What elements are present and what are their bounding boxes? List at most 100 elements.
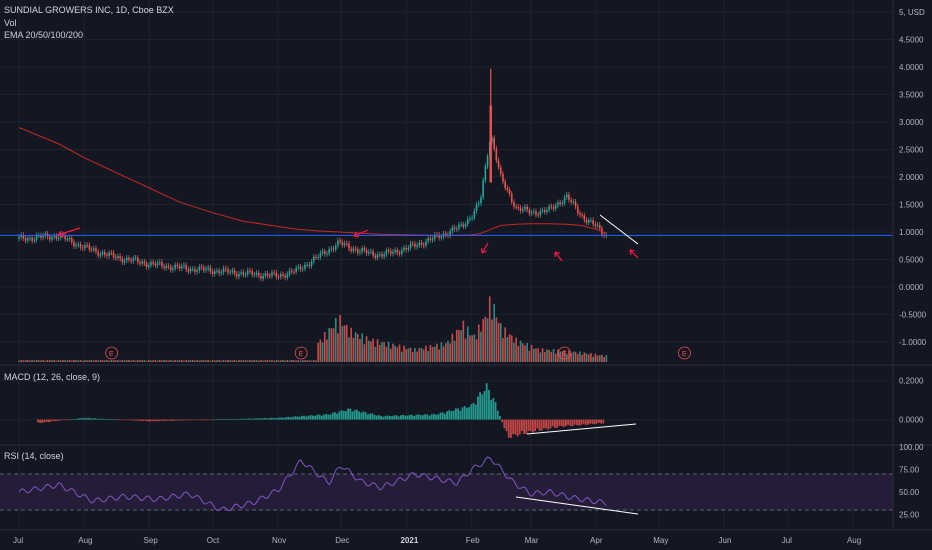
- macd-bar: [600, 419, 603, 424]
- volume-bar: [31, 359, 33, 362]
- candle-body: [249, 270, 251, 272]
- volume-bar: [95, 359, 97, 362]
- macd-bar: [301, 415, 303, 420]
- candle-body: [238, 273, 240, 277]
- candle-body: [271, 272, 273, 276]
- macd-bar: [360, 412, 363, 420]
- volume-bar: [387, 341, 390, 362]
- volume-bar: [268, 360, 271, 362]
- volume-bar: [491, 319, 493, 362]
- volume-bar: [205, 360, 207, 362]
- candle-body: [530, 212, 533, 214]
- macd-bar: [74, 418, 77, 420]
- macd-bar: [272, 417, 275, 420]
- candle-body: [414, 243, 416, 247]
- macd-title[interactable]: MACD (12, 26, close, 9): [4, 372, 101, 382]
- candle-body: [253, 274, 256, 276]
- candle-body: [590, 220, 592, 222]
- candle-body: [31, 237, 33, 241]
- candle-body: [290, 270, 293, 272]
- candle-body: [568, 194, 570, 200]
- price-tick-label: 3.5000: [899, 91, 924, 100]
- volume-bar: [447, 340, 449, 362]
- volume-bar: [40, 360, 42, 362]
- symbol-legend[interactable]: SUNDIAL GROWERS INC, 1D, Cboe BZX: [4, 5, 174, 15]
- volume-bar: [150, 360, 152, 362]
- candle-body: [400, 249, 403, 255]
- volume-bar: [528, 350, 531, 362]
- candle-body: [497, 160, 500, 168]
- macd-bar: [197, 419, 200, 421]
- candle-body: [453, 227, 456, 229]
- candle-body: [26, 238, 29, 241]
- candle-body: [152, 262, 154, 264]
- macd-bar: [380, 415, 383, 420]
- macd-bar: [345, 411, 347, 420]
- macd-bar: [52, 419, 55, 421]
- volume-bar: [319, 339, 322, 362]
- candle-body: [205, 268, 207, 271]
- candle-body: [213, 271, 216, 274]
- volume-bar: [110, 359, 113, 362]
- volume-bar: [238, 359, 240, 362]
- candle-body: [121, 258, 124, 263]
- volume-bar: [235, 360, 238, 362]
- volume-bar: [24, 360, 27, 362]
- vol-legend[interactable]: Vol: [4, 18, 17, 28]
- candle-body: [405, 247, 407, 250]
- candle-body: [433, 234, 436, 239]
- macd-bar: [180, 419, 182, 421]
- macd-bar: [582, 419, 585, 424]
- macd-bar: [532, 419, 534, 433]
- candle-body: [493, 138, 495, 149]
- macd-bar: [565, 419, 567, 427]
- candle-body: [387, 250, 390, 252]
- macd-bar: [543, 419, 545, 429]
- candle-body: [546, 209, 548, 212]
- volume-bar: [117, 359, 119, 362]
- candle-body: [348, 243, 350, 249]
- macd-bar: [305, 416, 308, 420]
- macd-bar: [435, 414, 438, 420]
- volume-bar: [563, 350, 566, 362]
- candle-body: [282, 274, 284, 276]
- macd-divergence-line: [526, 423, 637, 435]
- candle-body: [554, 205, 557, 209]
- candle-body: [29, 237, 31, 239]
- candle-body: [407, 247, 410, 250]
- candle-body: [68, 237, 71, 239]
- candle-body: [337, 240, 339, 246]
- candle-body: [224, 268, 227, 270]
- time-tick-label: Feb: [466, 536, 480, 545]
- candle-body: [242, 272, 245, 275]
- candle-body: [229, 271, 231, 273]
- candle-body: [519, 207, 522, 211]
- rsi-title[interactable]: RSI (14, close): [4, 451, 64, 461]
- volume-bar: [128, 360, 130, 362]
- macd-bar: [470, 404, 473, 420]
- volume-bar: [497, 322, 500, 362]
- volume-bar: [271, 359, 273, 362]
- volume-bar: [218, 359, 220, 362]
- horizontal-level-line[interactable]: 0.93920.927205:38:42: [0, 222, 932, 256]
- macd-bar: [296, 416, 299, 420]
- volume-bar: [453, 340, 456, 362]
- volume-bar: [550, 351, 553, 362]
- candle-body: [422, 244, 425, 246]
- rsi-tick-label: 100.00: [899, 443, 924, 452]
- macd-bar: [274, 418, 277, 420]
- candle-body: [429, 238, 432, 240]
- macd-bar: [43, 419, 46, 423]
- time-tick-label: Apr: [590, 536, 603, 545]
- time-tick-label: Aug: [847, 536, 861, 545]
- candle-body: [79, 244, 82, 248]
- macd-bar: [61, 419, 64, 421]
- ema-legend[interactable]: EMA 20/50/100/200: [4, 30, 84, 40]
- candle-body: [473, 211, 476, 218]
- volume-bar: [499, 323, 502, 362]
- volume-bar: [79, 359, 82, 362]
- rsi-tick-label: 75.00: [899, 466, 920, 475]
